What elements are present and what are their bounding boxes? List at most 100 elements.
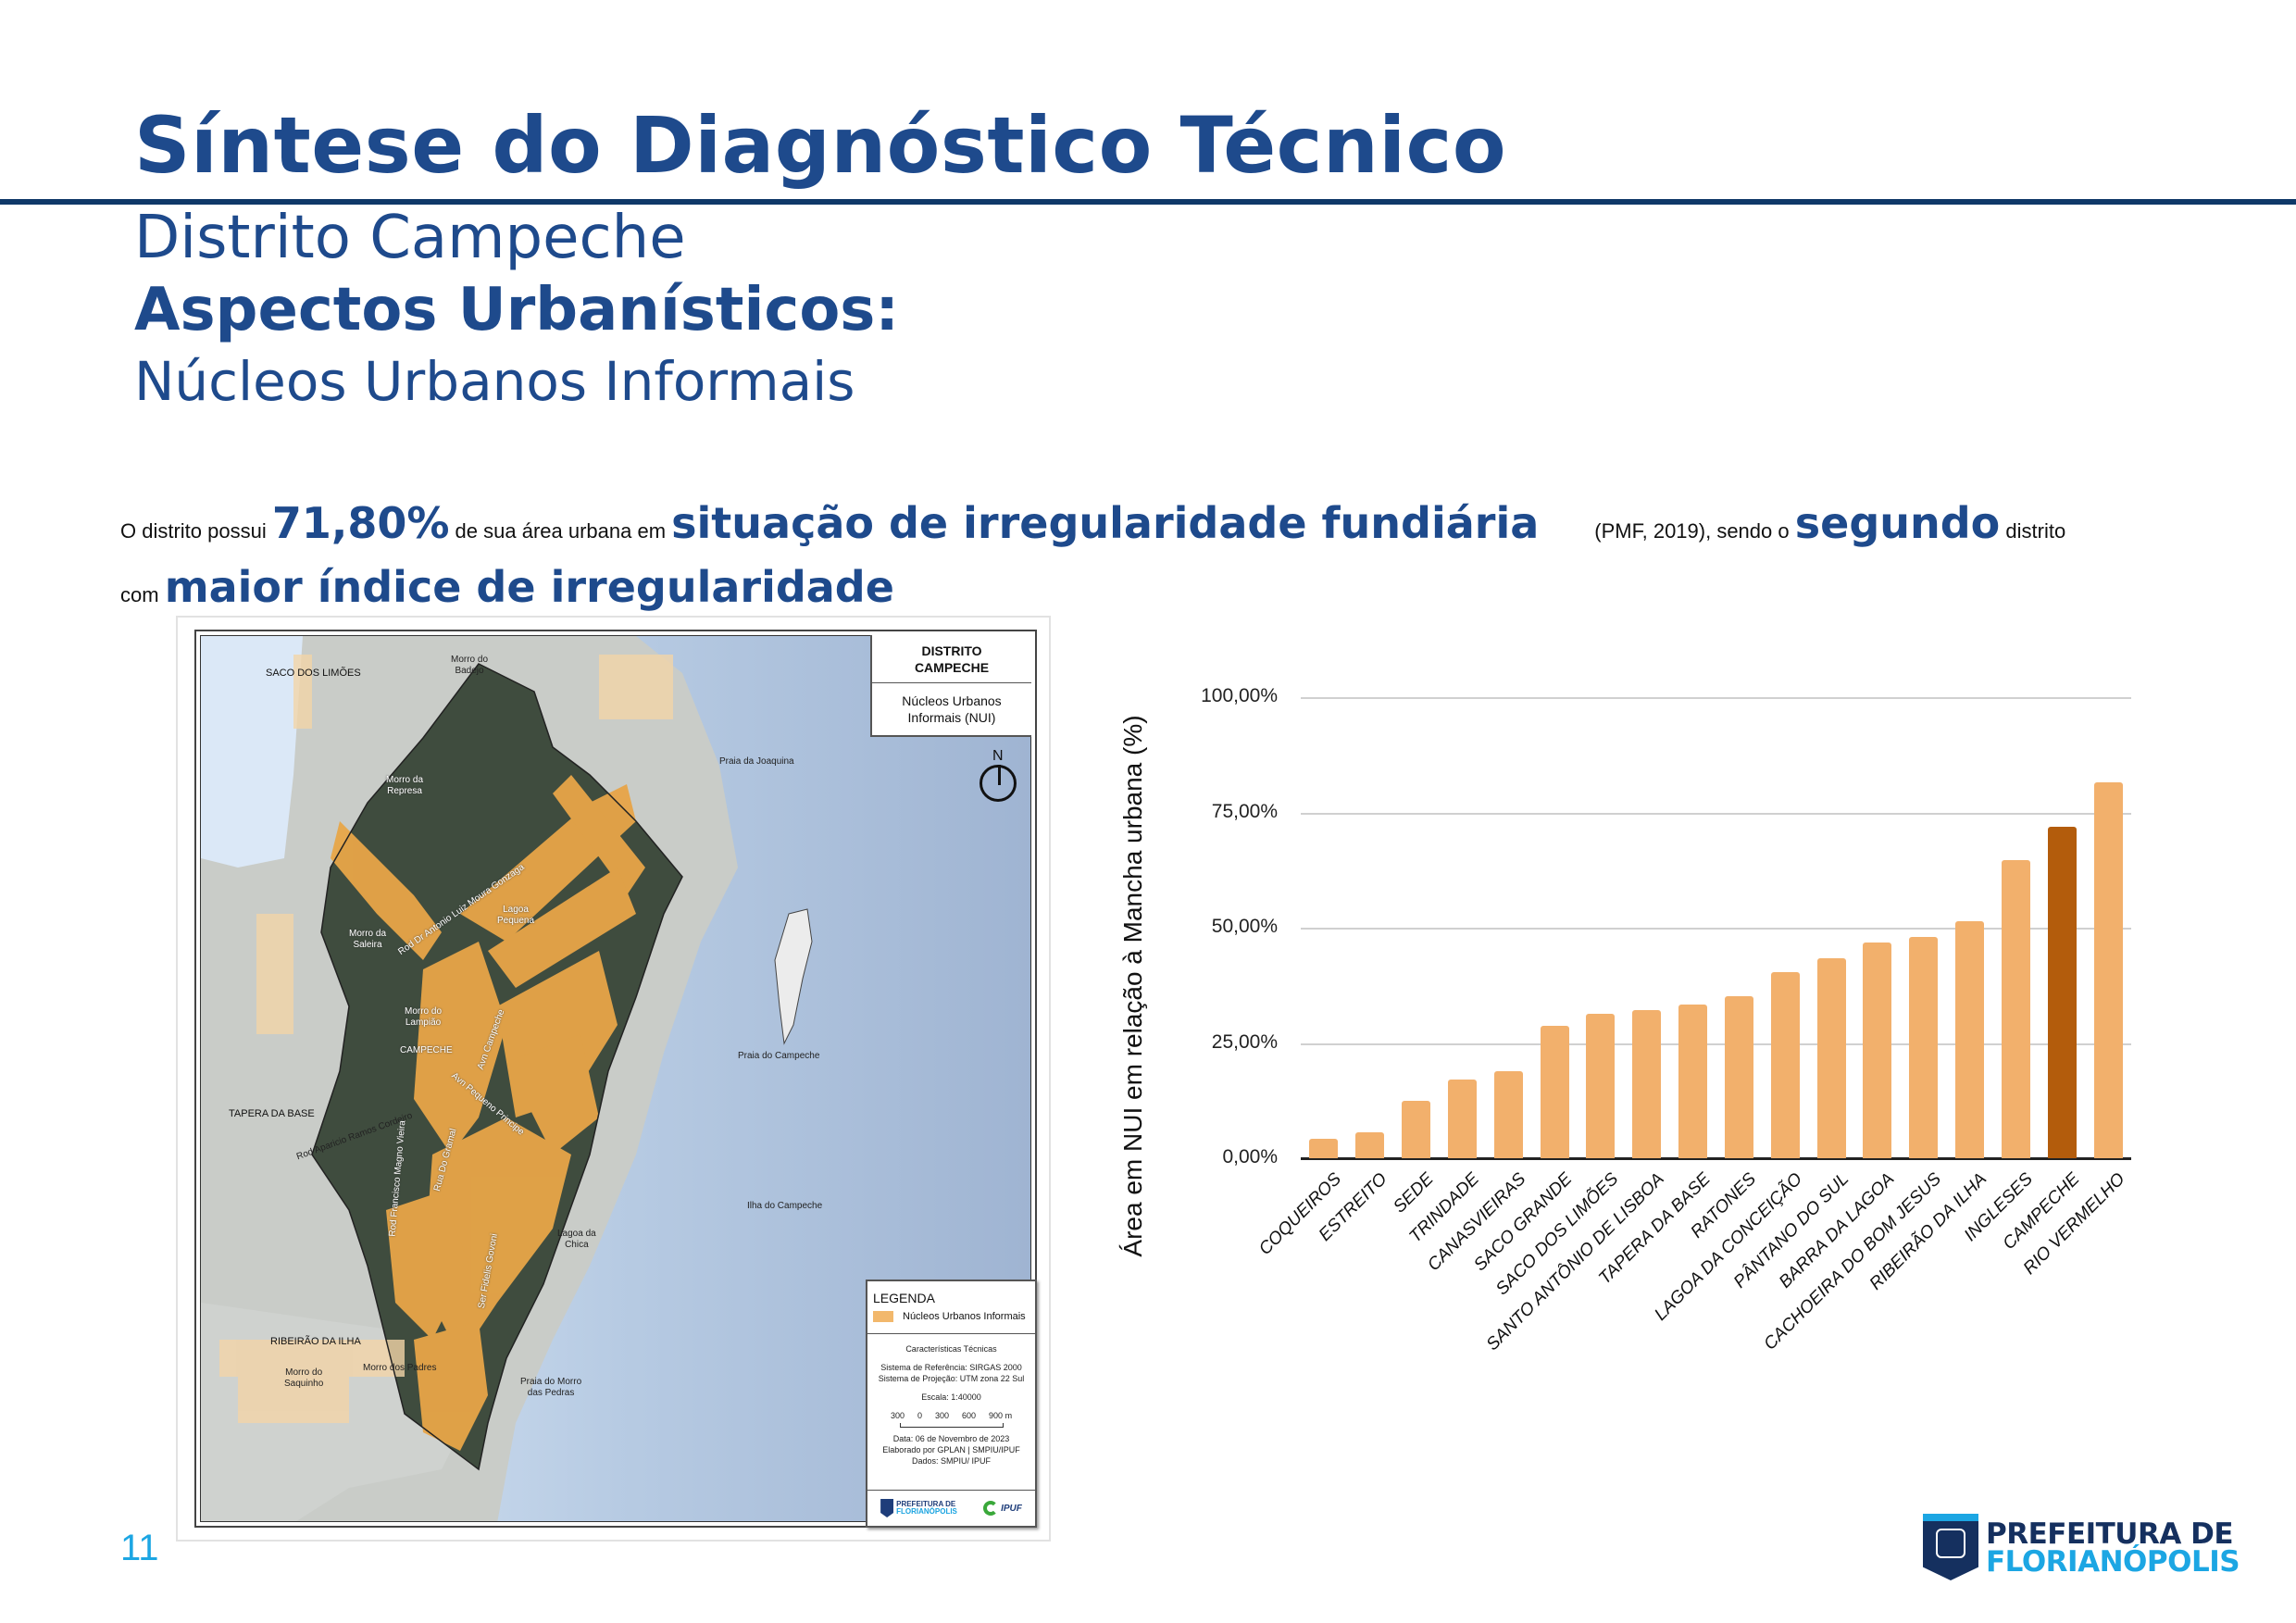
technical-specs: Características Técnicas Sistema de Refe… — [867, 1334, 1035, 1467]
gridline — [1301, 812, 2131, 815]
bar-rio-vermelho — [2093, 782, 2123, 1158]
x-axis-line — [1301, 1157, 2131, 1160]
bar-trindade — [1447, 1079, 1477, 1158]
map-label-saco-dos-limoes: SACO DOS LIMÕES — [266, 668, 361, 679]
ref-system: Sistema de Referência: SIRGAS 2000 — [880, 1363, 1022, 1372]
bar-saco-dos-limões — [1586, 1014, 1616, 1158]
map-label-morro-represa: Morro da Represa — [386, 775, 424, 796]
ipuf-swirl-icon — [983, 1501, 999, 1516]
map-date: Data: 06 de Novembro de 2023 — [892, 1434, 1010, 1443]
y-tick-label: 100,00% — [1201, 685, 1278, 706]
map-subtitle-line: Informais (NUI) — [907, 710, 996, 725]
summary-statement: O distrito possui 71,80% de sua área urb… — [120, 495, 2250, 623]
legend-swatch — [873, 1311, 893, 1322]
ipuf-logo: IPUF — [983, 1501, 1022, 1516]
prefeitura-mini-logo: PREFEITURA DE FLORIANÓPOLIS — [880, 1499, 957, 1517]
bar-tapera-da-base — [1678, 1004, 1708, 1158]
scale-tick: 300 — [890, 1411, 905, 1420]
y-tick-label: 50,00% — [1211, 916, 1278, 937]
statement-highlight: segundo — [1794, 498, 2001, 548]
north-label: N — [992, 748, 1004, 764]
bar-lagoa-da-conceição — [1770, 972, 1800, 1158]
gridline — [1301, 697, 2131, 699]
statement-text: de sua área urbana em — [449, 519, 672, 543]
map-label-lagoa-pequena: Lagoa Pequena — [497, 905, 535, 926]
section-heading: Aspectos Urbanísticos: — [134, 276, 899, 344]
y-tick-label: 25,00% — [1211, 1030, 1278, 1053]
map-title-line: DISTRITO — [921, 643, 982, 658]
scale-tick: 0 — [917, 1411, 922, 1420]
statement-text: distrito — [2000, 519, 2066, 543]
statement-highlight: situação de irregularidade fundiária — [671, 498, 1540, 548]
legend-item-label: Núcleos Urbanos Informais — [903, 1311, 1026, 1322]
bar-ingleses — [2001, 859, 2030, 1158]
map-title-box: DISTRITO CAMPECHE Núcleos Urbanos Informai… — [870, 635, 1031, 737]
y-tick-label: 75,00% — [1211, 800, 1278, 822]
north-arrow-icon: N — [980, 748, 1020, 807]
page-number: 11 — [120, 1528, 159, 1568]
bar-canasvieiras — [1493, 1070, 1523, 1158]
gridline — [1301, 1042, 2131, 1045]
map-legend: LEGENDA Núcleos Urbanos Informais Caract… — [866, 1280, 1037, 1528]
bar-ribeirão-da-ilha — [1955, 920, 1985, 1158]
map-label-lagoa-chica: Lagoa da Chica — [557, 1229, 596, 1250]
chart-y-axis-label: Área em NUI em relação à Mancha urbana (… — [1118, 715, 1147, 1257]
bar-cachoeira-do-bom-jesus — [1909, 936, 1939, 1158]
logo-text: FLORIANÓPOLIS — [896, 1507, 957, 1516]
map-label-ribeirao-ilha: RIBEIRÃO DA ILHA — [270, 1336, 361, 1347]
legend-logos: PREFEITURA DE FLORIANÓPOLIS IPUF — [867, 1490, 1035, 1526]
logo-line-1: PREFEITURA DE — [1986, 1517, 2234, 1551]
legend-item: Núcleos Urbanos Informais — [867, 1309, 1035, 1334]
y-tick-label: 0,00% — [1222, 1146, 1278, 1167]
scale-tick: 900 m — [989, 1411, 1013, 1420]
map-label-praia-campeche: Praia do Campeche — [738, 1051, 820, 1061]
statement-highlight-percent: 71,80% — [271, 498, 450, 548]
logo-text: IPUF — [1001, 1503, 1022, 1514]
scale-tick: 600 — [962, 1411, 977, 1420]
map-label-ilha-campeche: Ilha do Campeche — [747, 1201, 823, 1211]
map-scale: Escala: 1:40000 — [921, 1392, 981, 1402]
logo-line-2: FLORIANÓPOLIS — [1986, 1545, 2240, 1579]
map-label-morro-saquinho: Morro do Saquinho — [284, 1367, 324, 1389]
map-title-line: CAMPECHE — [914, 660, 990, 675]
map-label-praia-morro-pedras: Praia do Morro das Pedras — [520, 1377, 582, 1398]
statement-text: com — [120, 583, 165, 606]
bar-barra-da-lagoa — [1863, 943, 1892, 1158]
title-divider — [0, 199, 2296, 205]
map-label-tapera-base: TAPERA DA BASE — [229, 1108, 315, 1119]
gridline — [1301, 928, 2131, 930]
bar-ratones — [1724, 996, 1753, 1158]
bar-santo-antônio-de-lisboa — [1632, 1010, 1662, 1158]
map-label-morro-lampiao: Morro do Lampião — [405, 1006, 443, 1028]
section-subheading: Núcleos Urbanos Informais — [134, 350, 855, 413]
map-author: Elaborado por GPLAN | SMPIU/IPUF — [882, 1445, 1020, 1454]
map-label-campeche: CAMPECHE — [400, 1045, 453, 1055]
statement-text: O distrito possui — [120, 519, 272, 543]
page-title: Síntese do Diagnóstico Técnico — [134, 100, 1507, 191]
scale-bar — [899, 1423, 1004, 1428]
legend-title: LEGENDA — [873, 1291, 935, 1305]
shield-icon — [880, 1499, 894, 1517]
bar-coqueiros — [1309, 1138, 1339, 1158]
proj-system: Sistema de Projeção: UTM zona 22 Sul — [878, 1374, 1025, 1383]
map-source: Dados: SMPIU/ IPUF — [911, 1456, 992, 1466]
tech-title: Características Técnicas — [905, 1344, 997, 1354]
map-label-morro-badejo: Morro do Badejo — [451, 655, 489, 676]
statement-highlight: maior índice de irregularidade — [164, 562, 894, 612]
district-subtitle: Distrito Campeche — [134, 204, 686, 272]
bar-estreito — [1355, 1132, 1385, 1158]
scale-ticks: 300 0 300 600 900 m — [867, 1410, 1035, 1421]
bar-campeche — [2047, 827, 2077, 1158]
bar-sede — [1402, 1100, 1431, 1158]
map-label-praia-joaquina: Praia da Joaquina — [719, 756, 794, 767]
scale-tick: 300 — [934, 1411, 950, 1420]
coat-of-arms-icon — [1923, 1514, 1978, 1580]
bar-pântano-do-sul — [1816, 958, 1846, 1158]
logo-text: PREFEITURA DE — [896, 1500, 956, 1508]
statement-citation: (PMF, 2019), sendo o — [1594, 519, 1795, 543]
prefeitura-logo: PREFEITURA DE FLORIANÓPOLIS — [1921, 1514, 2240, 1583]
bar-saco-grande — [1540, 1026, 1569, 1158]
map-label-morro-padres: Morro dos Padres — [363, 1363, 437, 1373]
map-label-morro-saleira: Morro da Saleira — [349, 929, 387, 950]
map-subtitle-line: Núcleos Urbanos — [902, 693, 1002, 708]
